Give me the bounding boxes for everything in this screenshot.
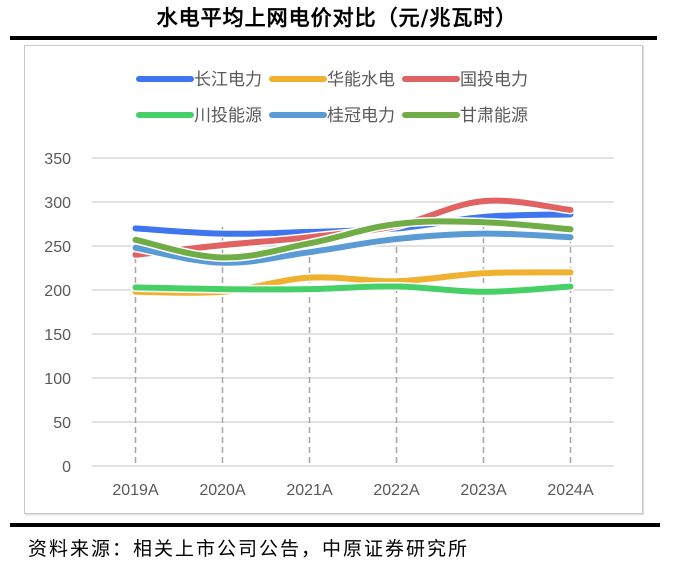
legend-label: 长江电力 — [194, 70, 262, 90]
chart-title: 水电平均上网电价对比（元/兆瓦时） — [156, 5, 518, 30]
x-tick-label: 2023A — [460, 482, 507, 499]
y-tick-label: 300 — [44, 195, 71, 212]
series-line-4 — [132, 283, 574, 295]
x-tick-label: 2022A — [373, 482, 420, 499]
legend-item: 长江电力 — [136, 70, 262, 90]
y-axis-labels: 0 50 100 150 200 250 300 350 — [44, 151, 71, 476]
legend-label: 桂冠电力 — [327, 106, 395, 126]
source-note: 资料来源：相关上市公司公告，中原证券研究所 — [28, 538, 470, 560]
legend-item: 国投电力 — [402, 70, 528, 90]
x-tick-label: 2019A — [112, 482, 159, 499]
legend-item: 川投能源 — [136, 106, 262, 126]
x-tick-label: 2024A — [547, 482, 594, 499]
legend-label: 国投电力 — [460, 70, 528, 90]
x-tick-label: 2020A — [199, 482, 246, 499]
y-tick-label: 50 — [53, 415, 71, 432]
y-tick-label: 0 — [62, 459, 71, 476]
legend-item: 华能水电 — [269, 70, 395, 90]
y-tick-label: 250 — [44, 239, 71, 256]
series-line-5 — [132, 230, 574, 266]
legend-label: 甘肃能源 — [460, 106, 528, 126]
legend-label: 川投能源 — [194, 106, 262, 126]
legend-label: 华能水电 — [327, 70, 395, 90]
legend-item: 桂冠电力 — [269, 106, 395, 126]
bottom-rule-divider — [10, 523, 660, 527]
x-axis-labels: 2019A 2020A 2021A 2022A 2023A 2024A — [112, 482, 594, 499]
legend-item: 甘肃能源 — [402, 106, 528, 126]
series-lines — [131, 196, 575, 298]
y-tick-label: 200 — [44, 283, 71, 300]
y-tick-label: 350 — [44, 151, 71, 168]
y-tick-label: 150 — [44, 327, 71, 344]
y-tick-label: 100 — [44, 371, 71, 388]
x-tick-label: 2021A — [286, 482, 333, 499]
top-rule-divider — [10, 36, 657, 40]
series-line-6 — [132, 218, 574, 261]
